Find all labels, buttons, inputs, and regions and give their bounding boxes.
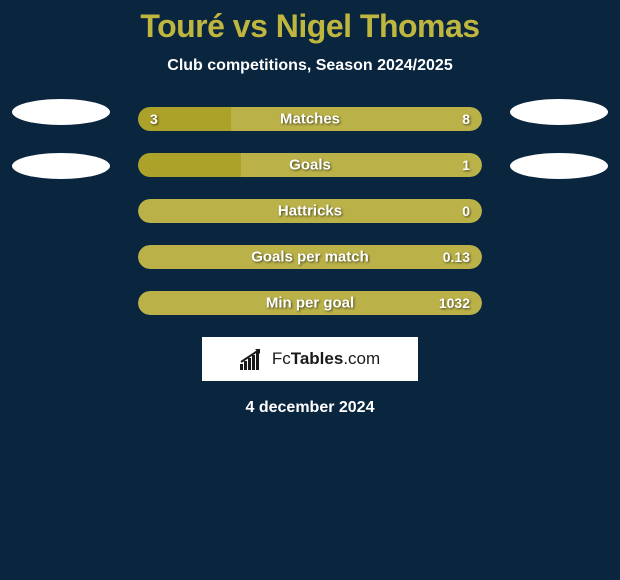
stat-bar-row: 3 Matches 8 xyxy=(138,107,482,131)
stat-bars: 3 Matches 8 Goals 1 Hattricks 0 Goals per match… xyxy=(138,107,482,315)
avatar-placeholder xyxy=(12,153,110,179)
bar-right-value: 1 xyxy=(462,157,470,173)
logo-inner: FcTables.com xyxy=(240,348,380,370)
stat-bar-row: Min per goal 1032 xyxy=(138,291,482,315)
bar-left-value: 3 xyxy=(150,111,158,127)
date-text: 4 december 2024 xyxy=(0,399,620,417)
subtitle: Club competitions, Season 2024/2025 xyxy=(0,57,620,75)
avatar-placeholder xyxy=(510,153,608,179)
bar-right-value: 0.13 xyxy=(443,249,470,265)
bar-label: Goals per match xyxy=(251,249,369,266)
bar-label: Hattricks xyxy=(278,203,342,220)
stat-bar-row: Goals 1 xyxy=(138,153,482,177)
bar-right-value: 8 xyxy=(462,111,470,127)
bar-label: Matches xyxy=(280,111,340,128)
bar-right-value: 1032 xyxy=(439,295,470,311)
bar-label: Goals xyxy=(289,157,331,174)
bar-right-value: 0 xyxy=(462,203,470,219)
stat-bar-row: Goals per match 0.13 xyxy=(138,245,482,269)
bar-label: Min per goal xyxy=(266,295,354,312)
logo-com: .com xyxy=(343,349,380,368)
logo-chart-icon xyxy=(240,348,266,370)
logo-tables: Tables xyxy=(291,349,344,368)
logo-fc: Fc xyxy=(272,349,291,368)
chart-area: 3 Matches 8 Goals 1 Hattricks 0 Goals per match… xyxy=(0,107,620,315)
avatar-placeholder xyxy=(12,99,110,125)
stat-bar-row: Hattricks 0 xyxy=(138,199,482,223)
right-player-avatars xyxy=(510,99,608,207)
logo-text: FcTables.com xyxy=(272,349,380,369)
avatar-placeholder xyxy=(510,99,608,125)
comparison-widget: Touré vs Nigel Thomas Club competitions,… xyxy=(0,0,620,417)
left-player-avatars xyxy=(12,99,110,207)
bar-left-fill xyxy=(138,153,241,177)
page-title: Touré vs Nigel Thomas xyxy=(0,8,620,45)
fctables-logo: FcTables.com xyxy=(202,337,418,381)
